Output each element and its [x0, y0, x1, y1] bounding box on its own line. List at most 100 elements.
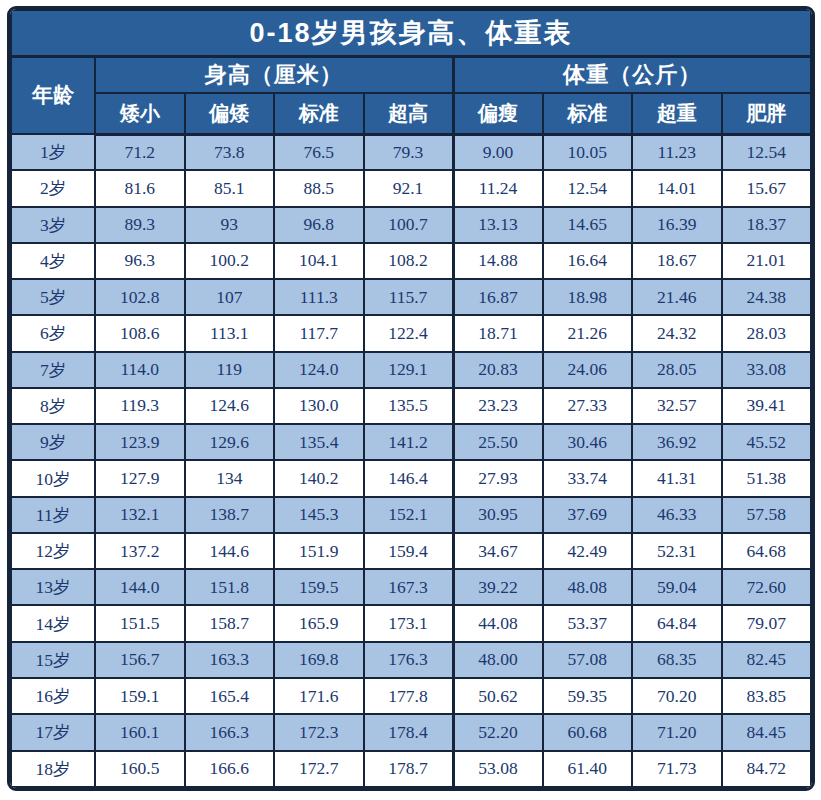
age-cell: 16岁 [11, 678, 95, 714]
height-value-cell: 92.1 [364, 170, 454, 206]
table-row-9: 9岁123.9129.6135.4141.225.5030.4636.9245.… [11, 424, 811, 460]
weight-value-cell: 33.74 [543, 460, 633, 496]
weight-value-cell: 18.37 [722, 207, 812, 243]
weight-col-header-1: 偏瘦 [453, 93, 543, 134]
table-body: 1岁71.273.876.579.39.0010.0511.2312.542岁8… [11, 134, 811, 787]
height-value-cell: 159.1 [95, 678, 185, 714]
weight-value-cell: 82.45 [722, 642, 812, 678]
height-value-cell: 100.2 [185, 243, 275, 279]
table-frame: 0-18岁男孩身高、体重表 年龄 身高（厘米） 体重（公斤） 矮小偏矮标准超高偏… [7, 6, 815, 791]
table-row-6: 6岁108.6113.1117.7122.418.7121.2624.3228.… [11, 315, 811, 351]
weight-value-cell: 24.38 [722, 279, 812, 315]
weight-value-cell: 59.04 [632, 569, 722, 605]
weight-value-cell: 34.67 [453, 533, 543, 569]
weight-value-cell: 61.40 [543, 751, 633, 787]
height-value-cell: 71.2 [95, 134, 185, 170]
weight-value-cell: 30.46 [543, 424, 633, 460]
weight-value-cell: 18.71 [453, 315, 543, 351]
weight-value-cell: 39.22 [453, 569, 543, 605]
height-value-cell: 169.8 [274, 642, 364, 678]
height-value-cell: 100.7 [364, 207, 454, 243]
height-value-cell: 85.1 [185, 170, 275, 206]
weight-value-cell: 11.23 [632, 134, 722, 170]
weight-value-cell: 14.88 [453, 243, 543, 279]
height-value-cell: 79.3 [364, 134, 454, 170]
weight-value-cell: 12.54 [543, 170, 633, 206]
age-cell: 18岁 [11, 751, 95, 787]
table-row-2: 2岁81.685.188.592.111.2412.5414.0115.67 [11, 170, 811, 206]
height-value-cell: 160.1 [95, 714, 185, 750]
weight-value-cell: 64.84 [632, 605, 722, 641]
age-cell: 5岁 [11, 279, 95, 315]
weight-value-cell: 10.05 [543, 134, 633, 170]
weight-value-cell: 13.13 [453, 207, 543, 243]
height-value-cell: 108.2 [364, 243, 454, 279]
height-value-cell: 152.1 [364, 497, 454, 533]
weight-value-cell: 64.68 [722, 533, 812, 569]
height-value-cell: 144.6 [185, 533, 275, 569]
weight-value-cell: 71.73 [632, 751, 722, 787]
weight-value-cell: 57.08 [543, 642, 633, 678]
height-weight-table: 0-18岁男孩身高、体重表 年龄 身高（厘米） 体重（公斤） 矮小偏矮标准超高偏… [10, 9, 812, 788]
height-value-cell: 159.5 [274, 569, 364, 605]
age-cell: 4岁 [11, 243, 95, 279]
weight-value-cell: 42.49 [543, 533, 633, 569]
height-value-cell: 151.9 [274, 533, 364, 569]
height-value-cell: 108.6 [95, 315, 185, 351]
table-row-12: 12岁137.2144.6151.9159.434.6742.4952.3164… [11, 533, 811, 569]
height-value-cell: 146.4 [364, 460, 454, 496]
weight-value-cell: 16.64 [543, 243, 633, 279]
height-value-cell: 178.7 [364, 751, 454, 787]
weight-value-cell: 72.60 [722, 569, 812, 605]
age-cell: 12岁 [11, 533, 95, 569]
height-value-cell: 132.1 [95, 497, 185, 533]
weight-value-cell: 15.67 [722, 170, 812, 206]
weight-value-cell: 33.08 [722, 352, 812, 388]
weight-value-cell: 52.31 [632, 533, 722, 569]
height-value-cell: 165.9 [274, 605, 364, 641]
height-value-cell: 135.5 [364, 388, 454, 424]
weight-value-cell: 37.69 [543, 497, 633, 533]
age-cell: 17岁 [11, 714, 95, 750]
weight-value-cell: 24.06 [543, 352, 633, 388]
weight-value-cell: 48.00 [453, 642, 543, 678]
height-value-cell: 140.2 [274, 460, 364, 496]
weight-value-cell: 53.37 [543, 605, 633, 641]
weight-value-cell: 14.01 [632, 170, 722, 206]
table-row-8: 8岁119.3124.6130.0135.523.2327.3332.5739.… [11, 388, 811, 424]
weight-value-cell: 28.05 [632, 352, 722, 388]
weight-value-cell: 24.32 [632, 315, 722, 351]
height-col-header-1: 矮小 [95, 93, 185, 134]
weight-value-cell: 57.58 [722, 497, 812, 533]
weight-value-cell: 79.07 [722, 605, 812, 641]
height-value-cell: 173.1 [364, 605, 454, 641]
height-value-cell: 107 [185, 279, 275, 315]
weight-value-cell: 14.65 [543, 207, 633, 243]
height-value-cell: 104.1 [274, 243, 364, 279]
height-value-cell: 137.2 [95, 533, 185, 569]
weight-value-cell: 45.52 [722, 424, 812, 460]
age-cell: 6岁 [11, 315, 95, 351]
height-value-cell: 130.0 [274, 388, 364, 424]
height-col-header-3: 标准 [274, 93, 364, 134]
weight-value-cell: 25.50 [453, 424, 543, 460]
height-value-cell: 127.9 [95, 460, 185, 496]
height-value-cell: 115.7 [364, 279, 454, 315]
table-header: 0-18岁男孩身高、体重表 年龄 身高（厘米） 体重（公斤） 矮小偏矮标准超高偏… [11, 10, 811, 134]
weight-value-cell: 20.83 [453, 352, 543, 388]
weight-value-cell: 18.67 [632, 243, 722, 279]
height-value-cell: 159.4 [364, 533, 454, 569]
height-value-cell: 89.3 [95, 207, 185, 243]
height-col-header-2: 偏矮 [185, 93, 275, 134]
age-cell: 14岁 [11, 605, 95, 641]
height-value-cell: 102.8 [95, 279, 185, 315]
height-value-cell: 138.7 [185, 497, 275, 533]
table-row-5: 5岁102.8107111.3115.716.8718.9821.4624.38 [11, 279, 811, 315]
table-row-18: 18岁160.5166.6172.7178.753.0861.4071.7384… [11, 751, 811, 787]
weight-value-cell: 46.33 [632, 497, 722, 533]
table-row-14: 14岁151.5158.7165.9173.144.0853.3764.8479… [11, 605, 811, 641]
height-value-cell: 156.7 [95, 642, 185, 678]
height-value-cell: 88.5 [274, 170, 364, 206]
weight-value-cell: 53.08 [453, 751, 543, 787]
height-value-cell: 178.4 [364, 714, 454, 750]
